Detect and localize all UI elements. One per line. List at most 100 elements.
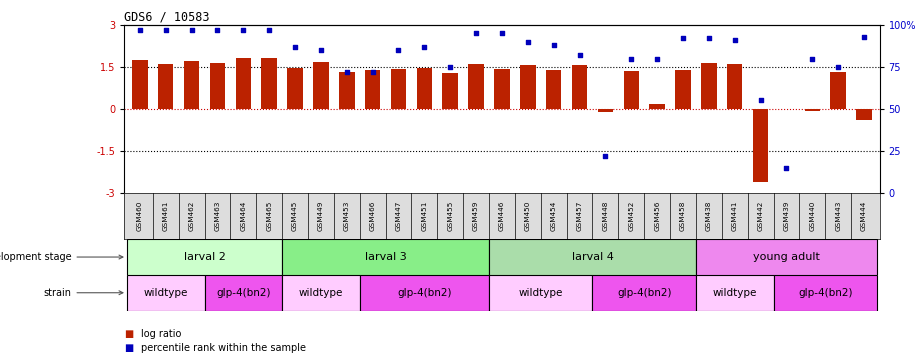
Text: GSM454: GSM454 — [551, 201, 556, 231]
Point — [340, 69, 355, 75]
Text: GSM439: GSM439 — [784, 201, 789, 231]
Text: GDS6 / 10583: GDS6 / 10583 — [124, 11, 210, 24]
Bar — [489, 275, 592, 311]
Bar — [546, 70, 562, 109]
Text: development stage: development stage — [0, 252, 122, 262]
Text: GSM448: GSM448 — [602, 201, 609, 231]
Bar — [210, 63, 226, 109]
Bar — [598, 109, 613, 112]
Point — [210, 27, 225, 33]
Text: young adult: young adult — [753, 252, 820, 262]
Point — [287, 44, 302, 50]
Text: percentile rank within the sample: percentile rank within the sample — [141, 343, 306, 353]
Text: GSM456: GSM456 — [654, 201, 660, 231]
Text: GSM445: GSM445 — [292, 201, 298, 231]
Point — [495, 31, 509, 36]
Text: GSM440: GSM440 — [810, 201, 815, 231]
Bar — [158, 64, 173, 109]
Bar — [624, 71, 639, 109]
Text: wildtype: wildtype — [713, 288, 757, 298]
Point — [443, 64, 458, 70]
Text: GSM466: GSM466 — [369, 201, 376, 231]
Bar — [442, 72, 458, 109]
Bar — [127, 239, 282, 275]
Point — [649, 56, 664, 61]
Bar — [831, 72, 845, 109]
Text: GSM463: GSM463 — [215, 201, 220, 231]
Point — [417, 44, 432, 50]
Text: strain: strain — [43, 288, 122, 298]
Text: glp-4(bn2): glp-4(bn2) — [216, 288, 271, 298]
Text: ■: ■ — [124, 329, 134, 339]
Text: glp-4(bn2): glp-4(bn2) — [798, 288, 853, 298]
Point — [391, 47, 406, 53]
Bar — [313, 62, 329, 109]
Bar — [132, 60, 147, 109]
Bar — [365, 70, 380, 109]
Point — [546, 42, 561, 48]
Point — [676, 36, 691, 41]
Point — [158, 27, 173, 33]
Text: glp-4(bn2): glp-4(bn2) — [397, 288, 451, 298]
Bar — [204, 275, 282, 311]
Bar — [287, 68, 303, 109]
Bar — [127, 275, 204, 311]
Bar — [489, 239, 696, 275]
Text: GSM459: GSM459 — [473, 201, 479, 231]
Text: GSM457: GSM457 — [577, 201, 583, 231]
Text: glp-4(bn2): glp-4(bn2) — [617, 288, 671, 298]
Text: larval 4: larval 4 — [572, 252, 613, 262]
Bar — [572, 65, 588, 109]
Bar — [857, 109, 872, 120]
Point — [520, 39, 535, 45]
Point — [262, 27, 276, 33]
Bar — [727, 64, 742, 109]
Bar — [339, 72, 355, 109]
Text: GSM449: GSM449 — [318, 201, 324, 231]
Bar — [416, 68, 432, 109]
Text: GSM458: GSM458 — [680, 201, 686, 231]
Bar — [696, 275, 774, 311]
Text: GSM450: GSM450 — [525, 201, 530, 231]
Text: GSM465: GSM465 — [266, 201, 273, 231]
Point — [831, 64, 845, 70]
Text: GSM464: GSM464 — [240, 201, 246, 231]
Bar — [520, 65, 536, 109]
Text: GSM461: GSM461 — [163, 201, 169, 231]
Point — [133, 27, 147, 33]
Text: wildtype: wildtype — [144, 288, 188, 298]
Bar — [184, 61, 199, 109]
Bar — [391, 69, 406, 109]
Text: GSM460: GSM460 — [137, 201, 143, 231]
Bar — [262, 58, 277, 109]
Bar — [468, 64, 484, 109]
Point — [857, 34, 871, 40]
Point — [598, 153, 612, 159]
Bar — [696, 239, 877, 275]
Point — [728, 37, 742, 43]
Bar — [592, 275, 696, 311]
Bar — [282, 239, 489, 275]
Text: larval 2: larval 2 — [183, 252, 226, 262]
Bar — [675, 70, 691, 109]
Text: GSM444: GSM444 — [861, 201, 867, 231]
Text: GSM441: GSM441 — [731, 201, 738, 231]
Bar — [236, 58, 251, 109]
Point — [184, 27, 199, 33]
Text: GSM442: GSM442 — [758, 201, 764, 231]
Text: wildtype: wildtype — [298, 288, 344, 298]
Text: log ratio: log ratio — [141, 329, 181, 339]
Text: GSM455: GSM455 — [448, 201, 453, 231]
Text: GSM451: GSM451 — [421, 201, 427, 231]
Point — [805, 56, 820, 61]
Point — [469, 31, 484, 36]
Text: wildtype: wildtype — [519, 288, 563, 298]
Text: GSM462: GSM462 — [189, 201, 194, 231]
Text: GSM447: GSM447 — [395, 201, 402, 231]
Point — [702, 36, 717, 41]
Point — [779, 165, 794, 170]
Bar — [282, 275, 360, 311]
Text: GSM443: GSM443 — [835, 201, 841, 231]
Point — [753, 97, 768, 104]
Text: GSM446: GSM446 — [499, 201, 505, 231]
